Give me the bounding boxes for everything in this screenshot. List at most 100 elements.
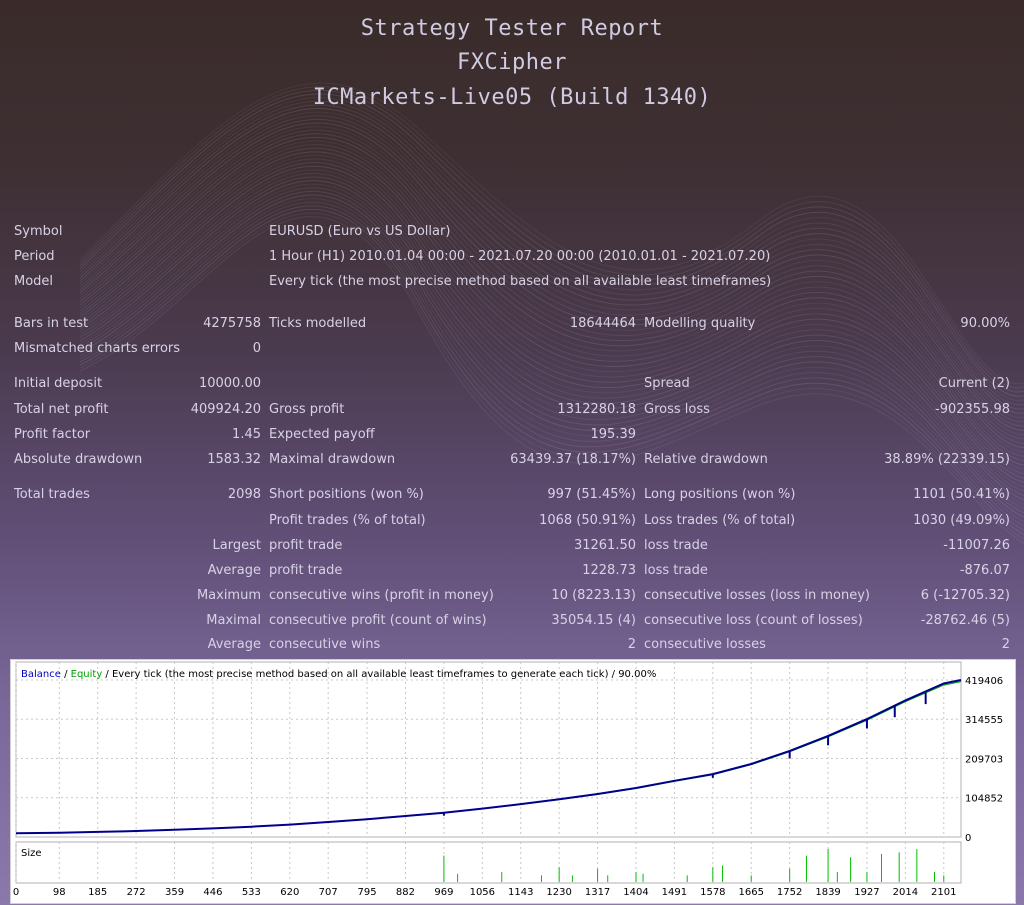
spread-value: Current (2) [938, 376, 1010, 391]
period-value: 1 Hour (H1) 2010.01.04 00:00 - 2021.07.2… [269, 249, 771, 264]
payoff-value: 195.39 [590, 427, 637, 442]
symbol-label: Symbol [14, 224, 63, 239]
x-tick-label: 1056 [470, 887, 495, 898]
max-losses-label: consecutive losses (loss in money) [644, 588, 870, 603]
x-tick-label: 185 [88, 887, 107, 898]
row-deposit: Initial deposit 10000.00 Spread Current … [0, 373, 1024, 395]
largest-profit-label: profit trade [269, 538, 343, 553]
long-label: Long positions (won %) [644, 487, 796, 502]
x-tick-label: 1927 [854, 887, 879, 898]
max-losses-value: 6 (-12705.32) [920, 588, 1010, 603]
largest-loss-value: -11007.26 [943, 538, 1010, 553]
x-tick-label: 533 [242, 887, 261, 898]
absdd-value: 1583.32 [207, 452, 261, 467]
quality-value: 90.00% [960, 316, 1010, 331]
x-tick-label: 1578 [700, 887, 725, 898]
x-tick-label: 98 [53, 887, 66, 898]
absdd-label: Absolute drawdown [14, 452, 143, 467]
x-tick-label: 2014 [893, 887, 918, 898]
avg-wins-label: consecutive wins [269, 637, 381, 652]
x-tick-label: 795 [358, 887, 377, 898]
x-tick-label: 1491 [662, 887, 687, 898]
maximal-label: Maximal [206, 613, 261, 628]
long-value: 1101 (50.41%) [913, 487, 1010, 502]
model-value: Every tick (the most precise method base… [269, 274, 772, 289]
deposit-value: 10000.00 [198, 376, 261, 391]
row-maximum: Maximum consecutive wins (profit in mone… [0, 585, 1024, 607]
ltrades-label: Loss trades (% of total) [644, 513, 796, 528]
row-average-consecutive: Average consecutive wins 2 consecutive l… [0, 634, 1024, 656]
x-tick-label: 1752 [777, 887, 802, 898]
short-value: 997 (51.45%) [547, 487, 636, 502]
chart-legend: Balance / Equity / Every tick (the most … [21, 669, 656, 680]
payoff-label: Expected payoff [269, 427, 375, 442]
row-maximal: Maximal consecutive profit (count of win… [0, 610, 1024, 632]
volume-frame [15, 841, 962, 884]
expert-name: FXCipher [457, 50, 567, 75]
x-tick-label: 1839 [815, 887, 840, 898]
x-tick-label: 1665 [739, 887, 764, 898]
grossloss-value: -902355.98 [935, 402, 1010, 417]
grossprofit-value: 1312280.18 [557, 402, 636, 417]
legend-description: / Every tick (the most precise method ba… [102, 669, 656, 680]
legend-equity: Equity [71, 669, 103, 680]
volume-label: Size [21, 848, 42, 859]
trades-value: 2098 [227, 487, 261, 502]
largest-loss-label: loss trade [644, 538, 708, 553]
deposit-label: Initial deposit [14, 376, 103, 391]
largest-label: Largest [212, 538, 261, 553]
row-trades: Total trades 2098 Short positions (won %… [0, 484, 1024, 506]
x-tick-label: 1317 [585, 887, 610, 898]
x-tick-label: 272 [127, 887, 146, 898]
average-label: Average [207, 563, 261, 578]
y-tick-label: 419406 [965, 676, 1003, 687]
short-label: Short positions (won %) [269, 487, 424, 502]
x-tick-label: 1404 [623, 887, 648, 898]
server-name: ICMarkets-Live05 (Build 1340) [312, 85, 712, 110]
average2-label: Average [207, 637, 261, 652]
x-tick-label: 620 [280, 887, 299, 898]
pf-value: 1.45 [232, 427, 261, 442]
avg-wins-value: 2 [627, 637, 636, 652]
average-loss-label: loss trade [644, 563, 708, 578]
ticks-label: Ticks modelled [269, 316, 367, 331]
legend-balance: Balance [21, 669, 61, 680]
spread-label: Spread [644, 376, 690, 391]
largest-profit-value: 31261.50 [573, 538, 636, 553]
balance-chart: 419406 314555 209703 104852 0 0 98 185 272 359 446… [13, 661, 1003, 898]
reldd-value: 38.89% (22339.15) [884, 452, 1010, 467]
bars-label: Bars in test [14, 316, 89, 331]
grossprofit-label: Gross profit [269, 402, 345, 417]
ptrades-value: 1068 (50.91%) [539, 513, 636, 528]
row-mismatch: Mismatched charts errors 0 [0, 338, 1024, 360]
maximal-loss-label: consecutive loss (count of losses) [644, 613, 863, 628]
row-netprofit: Total net profit 409924.20 Gross profit … [0, 399, 1024, 421]
average-profit-value: 1228.73 [582, 563, 636, 578]
netprofit-label: Total net profit [14, 402, 109, 417]
x-tick-label: 446 [203, 887, 222, 898]
quality-label: Modelling quality [644, 316, 756, 331]
average-loss-value: -876.07 [959, 563, 1010, 578]
row-profitfactor: Profit factor 1.45 Expected payoff 195.3… [0, 424, 1024, 446]
ticks-value: 18644464 [569, 316, 636, 331]
row-largest: Largest profit trade 31261.50 loss trade… [0, 535, 1024, 557]
bars-value: 4275758 [203, 316, 261, 331]
x-tick-label: 882 [396, 887, 415, 898]
y-tick-label: 314555 [965, 715, 1003, 726]
row-symbol: Symbol EURUSD (Euro vs US Dollar) [0, 221, 1024, 243]
legend-separator: / [61, 669, 71, 680]
x-tick-label: 359 [165, 887, 184, 898]
row-profittrades: Profit trades (% of total) 1068 (50.91%)… [0, 510, 1024, 532]
symbol-value: EURUSD (Euro vs US Dollar) [269, 224, 451, 239]
model-label: Model [14, 274, 54, 289]
ptrades-label: Profit trades (% of total) [269, 513, 426, 528]
y-tick-label: 0 [965, 833, 971, 844]
x-tick-label: 0 [13, 887, 19, 898]
maximum-label: Maximum [196, 588, 261, 603]
grossloss-label: Gross loss [644, 402, 710, 417]
period-label: Period [14, 249, 55, 264]
row-average: Average profit trade 1228.73 loss trade … [0, 560, 1024, 582]
row-period: Period 1 Hour (H1) 2010.01.04 00:00 - 20… [0, 246, 1024, 268]
pf-label: Profit factor [14, 427, 91, 442]
maximal-profit-label: consecutive profit (count of wins) [269, 613, 487, 628]
